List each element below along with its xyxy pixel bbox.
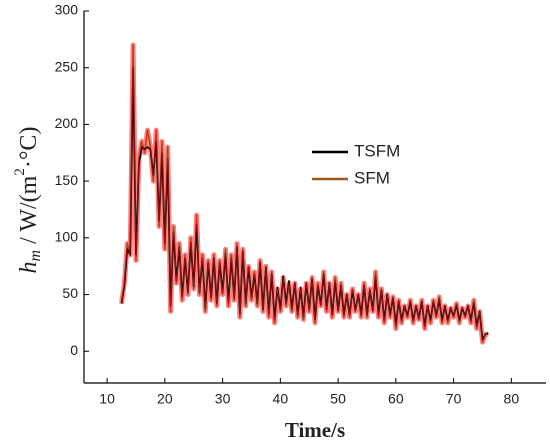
x-tick-label: 40 [273, 391, 289, 407]
x-tick-label: 50 [330, 391, 346, 407]
y-label-symbol: h [16, 261, 42, 273]
y-axis-label: hm / W/(m2·°C) [12, 127, 43, 274]
x-tick-label: 70 [446, 391, 462, 407]
y-label-superscript: 2 [12, 168, 28, 176]
y-tick-label: 150 [55, 172, 79, 188]
legend-label: TSFM [354, 141, 400, 160]
x-tick-label: 60 [388, 391, 404, 407]
y-tick-label: 100 [55, 229, 79, 245]
y-tick-label: 250 [55, 58, 79, 74]
legend-label: SFM [354, 168, 390, 187]
y-tick-label: 300 [55, 2, 79, 18]
y-label-unit: / W/(m [16, 175, 42, 250]
y-label-subscript: m [27, 250, 44, 262]
y-label-tail: ·°C) [16, 127, 42, 169]
x-tick-label: 10 [99, 391, 115, 407]
x-tick-label: 80 [504, 391, 520, 407]
y-tick-label: 0 [70, 342, 78, 358]
y-tick-label: 50 [62, 285, 78, 301]
y-tick-label: 200 [55, 115, 79, 131]
series-glow-top [121, 44, 489, 343]
x-tick-label: 30 [215, 391, 231, 407]
x-tick-label: 20 [157, 391, 173, 407]
x-axis-label: Time/s [285, 418, 345, 442]
